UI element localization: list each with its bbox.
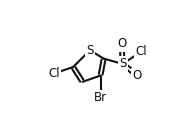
Text: Br: Br [94,91,107,104]
Text: S: S [86,44,94,57]
Text: Cl: Cl [48,67,60,80]
Text: Cl: Cl [136,45,147,58]
Text: O: O [133,69,142,82]
Text: O: O [117,37,126,50]
Text: S: S [119,57,126,70]
